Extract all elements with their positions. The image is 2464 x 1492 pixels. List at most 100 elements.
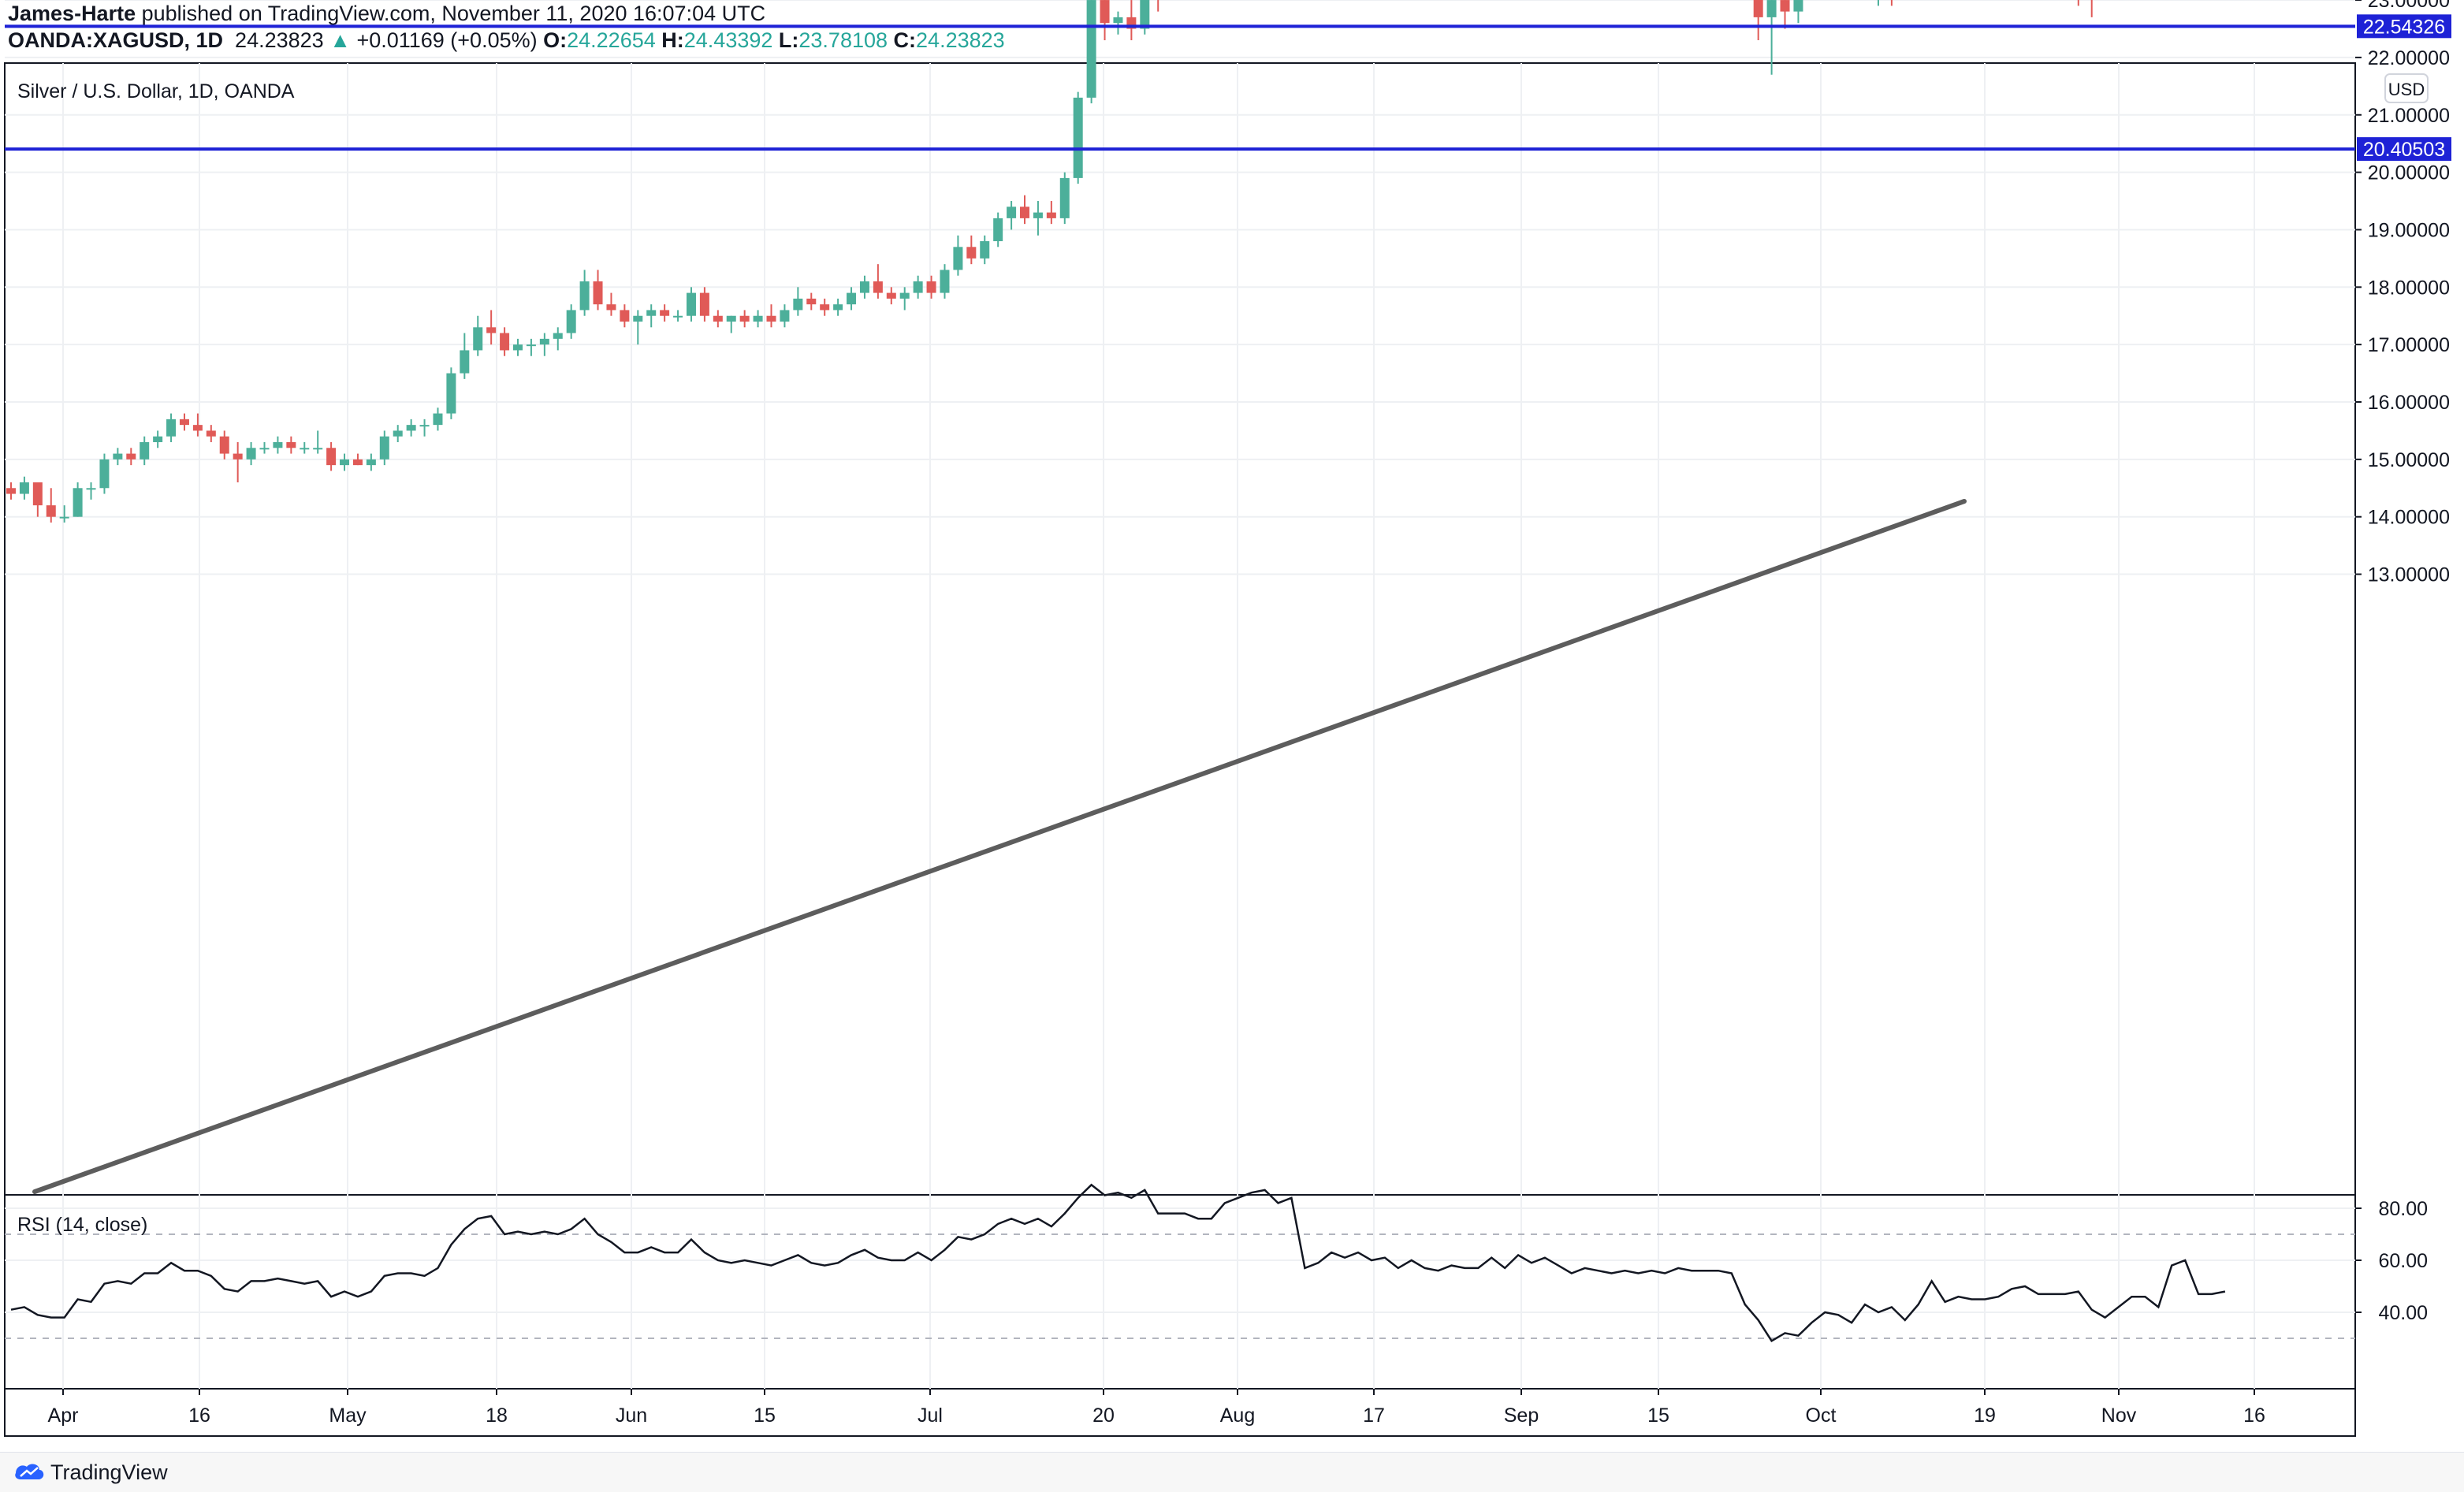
candle-body [860, 281, 869, 293]
footer-bar: TradingView [0, 1452, 2464, 1492]
candle-body [1113, 17, 1122, 23]
candle-body [1060, 178, 1070, 218]
candle-body [540, 339, 549, 344]
candle-body [433, 414, 442, 426]
candle-body [286, 442, 296, 448]
candle-body [767, 316, 776, 322]
price-tick-label: 20.00000 [2368, 162, 2450, 184]
candle-body [553, 333, 563, 339]
candle-body [966, 247, 976, 259]
candle-body [780, 310, 789, 322]
price-tick-label: 21.00000 [2368, 105, 2450, 127]
candle-body [113, 454, 122, 460]
candle-body [460, 350, 469, 373]
time-tick-label: Oct [1806, 1405, 1837, 1427]
candle [1754, 0, 1763, 40]
tradingview-logo-icon[interactable] [14, 1462, 46, 1483]
price-tick-label: 13.00000 [2368, 564, 2450, 586]
candle [1887, 0, 1896, 6]
price-tick-label: 18.00000 [2368, 277, 2450, 299]
time-tick-label: 19 [1974, 1405, 1996, 1427]
candle-body [20, 482, 29, 494]
time-tick-label: Aug [1220, 1405, 1255, 1427]
candle-body [927, 281, 936, 293]
candle-body [793, 299, 802, 311]
candle-body [260, 448, 270, 449]
currency-label: USD [2388, 80, 2425, 99]
candle [1140, 0, 1149, 35]
candle-body [594, 281, 603, 304]
time-tick-label: Nov [2101, 1405, 2137, 1427]
candle [1087, 0, 1096, 103]
rsi-title[interactable]: RSI (14, close) [17, 1214, 147, 1236]
time-tick-label: 20 [1092, 1405, 1115, 1427]
time-tick-label: 15 [754, 1405, 776, 1427]
time-tick-label: Sep [1504, 1405, 1539, 1427]
candle-body [367, 460, 376, 465]
time-tick-label: 18 [486, 1405, 508, 1427]
rsi-pane-frame [5, 1195, 2355, 1389]
candle-body [47, 505, 56, 517]
candle-body [1033, 213, 1043, 218]
legend-title[interactable]: Silver / U.S. Dollar, 1D, OANDA [17, 80, 295, 102]
candle-body [486, 327, 496, 333]
price-tick-label: 17.00000 [2368, 334, 2450, 356]
price-tick-label: 16.00000 [2368, 392, 2450, 414]
candle-body [687, 293, 696, 316]
candle-body [673, 316, 683, 318]
candle-body [33, 482, 43, 505]
candle [2087, 0, 2097, 17]
candle-body [220, 437, 229, 454]
candle-body [353, 460, 363, 465]
level-tag-label: 20.40503 [2363, 139, 2445, 161]
price-tick-label: 19.00000 [2368, 219, 2450, 241]
candle-body [980, 241, 989, 259]
time-tick-label: Apr [48, 1405, 79, 1427]
candle-body [1781, 0, 1790, 12]
candle-body [233, 454, 243, 460]
candle-body [393, 430, 403, 436]
candle-body [646, 310, 656, 315]
candle-body [713, 316, 723, 322]
time-tick-label: 15 [1647, 1405, 1669, 1427]
candle-body [60, 517, 69, 519]
candle [2074, 0, 2083, 6]
candle-body [326, 448, 336, 465]
candle-body [380, 437, 389, 460]
rsi-tick-label: 80.00 [2378, 1198, 2428, 1220]
chart-canvas[interactable]: Silver / U.S. Dollar, 1D, OANDA RSI (14,… [0, 0, 2464, 1452]
candle [1100, 0, 1110, 40]
level-tag-label: 22.54326 [2363, 16, 2445, 38]
candle-body [73, 488, 83, 516]
candle-body [620, 310, 629, 322]
candle-body [1020, 206, 1029, 218]
rsi-tick-label: 40.00 [2378, 1302, 2428, 1324]
candle-body [126, 454, 136, 460]
candle-body [407, 425, 416, 430]
candle [1060, 173, 1070, 225]
candle-body [847, 293, 856, 305]
candle-body [754, 316, 763, 322]
candle [1113, 12, 1122, 35]
currency-button[interactable]: USD [2385, 74, 2428, 102]
candle-body [953, 247, 962, 270]
candle-body [806, 299, 816, 304]
candle-body [727, 316, 736, 322]
candle-body [873, 281, 883, 293]
candle-body [1047, 213, 1056, 218]
candle-body [527, 344, 536, 346]
candle-body [153, 437, 162, 442]
candle-body [1754, 0, 1763, 17]
candle-body [180, 419, 189, 425]
footer-brand[interactable]: TradingView [50, 1460, 168, 1485]
main-pane-frame [5, 63, 2355, 1195]
candle-body [166, 419, 176, 437]
time-tick-label: 17 [1363, 1405, 1385, 1427]
candle-body [606, 304, 616, 310]
time-tick-label: 16 [188, 1405, 210, 1427]
candle-body [1074, 98, 1083, 178]
level-tag: 20.40503 [2357, 137, 2451, 161]
candle-body [207, 430, 216, 436]
candle-body [1140, 0, 1149, 28]
